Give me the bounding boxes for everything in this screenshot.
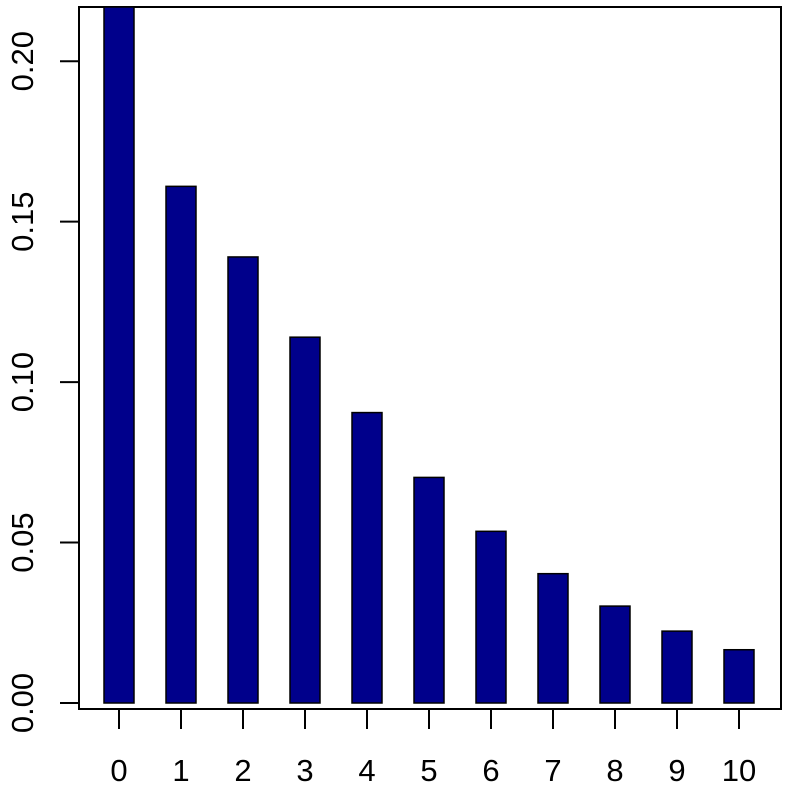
bar-6 [475, 530, 507, 704]
x-tick-label-0: 0 [110, 753, 127, 788]
bar-3 [289, 336, 321, 704]
x-tick-label-6: 6 [482, 753, 499, 788]
y-tick-label-0.15: 0.15 [5, 191, 40, 251]
x-tick-label-1: 1 [172, 753, 189, 788]
bar-1 [165, 185, 197, 704]
y-tick-label-0.10: 0.10 [5, 352, 40, 412]
bar-4 [351, 411, 383, 704]
x-tick-label-10: 10 [722, 753, 756, 788]
x-axis: 0 1 2 3 4 5 6 7 8 9 10 [110, 709, 756, 788]
y-tick-label-0.00: 0.00 [5, 673, 40, 733]
x-tick-label-4: 4 [358, 753, 375, 788]
x-tick-label-5: 5 [420, 753, 437, 788]
x-tick-label-8: 8 [606, 753, 623, 788]
y-axis: 0.00 0.05 0.10 0.15 0.20 [5, 31, 80, 733]
bars-group [103, 6, 755, 704]
bar-0 [103, 6, 135, 704]
x-tick-label-7: 7 [544, 753, 561, 788]
x-tick-label-9: 9 [668, 753, 685, 788]
bar-10 [723, 648, 755, 704]
y-tick-label-0.05: 0.05 [5, 512, 40, 572]
x-tick-label-3: 3 [296, 753, 313, 788]
bar-7 [537, 572, 569, 704]
y-tick-label-0.20: 0.20 [5, 31, 40, 91]
bar-9 [661, 630, 693, 704]
bar-8 [599, 605, 631, 704]
bar-5 [413, 476, 445, 704]
x-tick-label-2: 2 [234, 753, 251, 788]
bar-2 [227, 256, 259, 704]
